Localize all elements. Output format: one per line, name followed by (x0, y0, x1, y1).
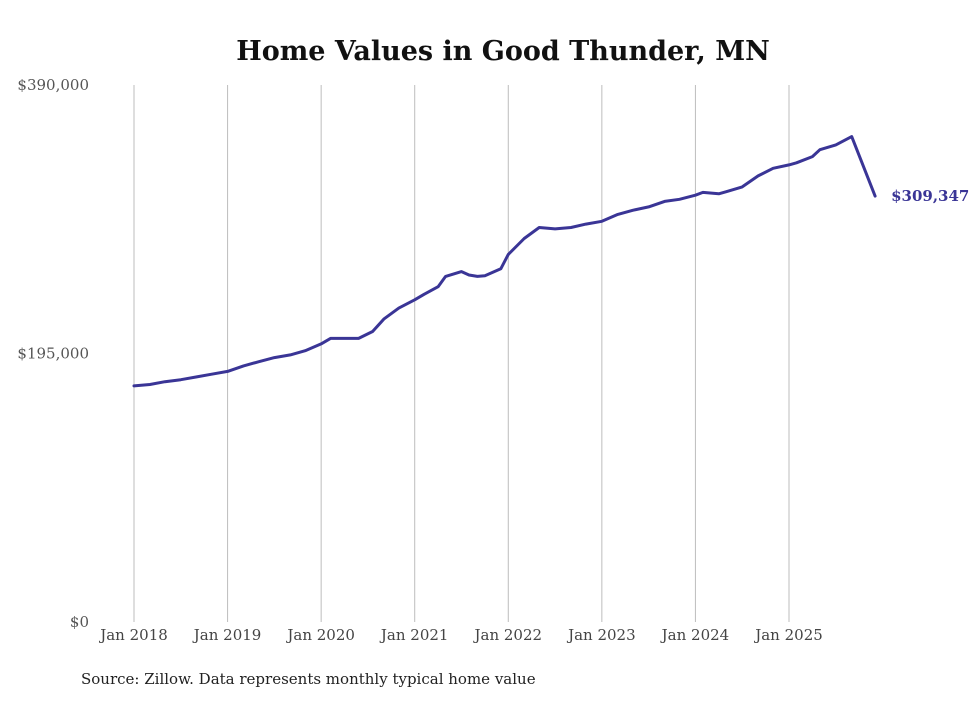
y-tick-label: $390,000 (17, 76, 89, 94)
x-tick-label: Jan 2020 (285, 626, 355, 644)
chart-source-note: Source: Zillow. Data represents monthly … (81, 670, 536, 688)
series-layer: $309,347 (132, 135, 969, 388)
end-value-label: $309,347 (891, 187, 969, 205)
series-line (132, 135, 877, 388)
y-tick-label: $0 (70, 613, 89, 631)
x-tick-label: Jan 2023 (566, 626, 636, 644)
x-tick-label: Jan 2022 (473, 626, 543, 644)
x-tick-label: Jan 2025 (753, 626, 823, 644)
x-tick-label: Jan 2021 (379, 626, 449, 644)
x-tick-label: Jan 2024 (660, 626, 730, 644)
x-tick-label: Jan 2019 (192, 626, 262, 644)
x-tick-label: Jan 2018 (98, 626, 168, 644)
y-axis: $0 $195,000 $390,000 (17, 76, 89, 631)
x-axis: Jan 2018 Jan 2019 Jan 2020 Jan 2021 Jan 2022… (98, 626, 823, 644)
y-tick-label: $195,000 (17, 345, 89, 363)
gridlines (133, 85, 790, 622)
chart-title: Home Values in Good Thunder, MN (236, 36, 770, 67)
